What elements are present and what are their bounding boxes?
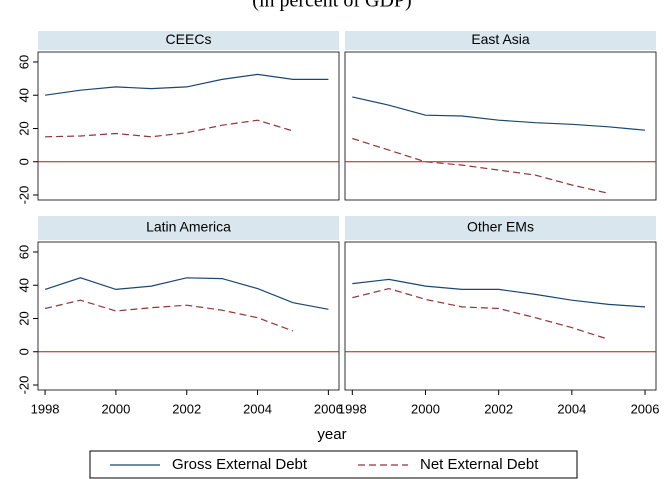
series-line — [352, 96, 646, 131]
y-tick-label: -20 — [16, 376, 31, 395]
plot-area — [37, 51, 340, 201]
y-tick-label: 60 — [16, 55, 31, 69]
panel-header — [38, 31, 339, 50]
panel-title: CEECs — [166, 31, 212, 47]
x-axis-label: year — [317, 426, 346, 443]
panel-header — [38, 216, 339, 240]
x-tick-label: 2000 — [101, 401, 130, 416]
x-tick-label: 2002 — [172, 401, 201, 416]
x-tick-label: 1998 — [31, 401, 60, 416]
y-tick-label: 60 — [16, 245, 31, 259]
panel-title: East Asia — [471, 31, 530, 47]
series-line — [45, 119, 294, 138]
plot-area — [344, 51, 657, 201]
legend-box — [89, 450, 578, 479]
series-line — [45, 73, 329, 96]
series-line — [352, 287, 609, 340]
legend-label: Net External Debt — [420, 456, 539, 473]
series-line — [44, 277, 329, 310]
y-tick-label: 40 — [16, 88, 31, 102]
panel-title: Other EMs — [467, 219, 534, 235]
x-tick-label: 1998 — [338, 401, 367, 416]
panel-title: Latin America — [146, 219, 231, 235]
x-tick-label: 2006 — [314, 401, 343, 416]
series-line — [352, 137, 609, 194]
y-tick-label: 20 — [16, 311, 31, 325]
series-line — [44, 299, 294, 332]
x-tick-label: 2002 — [484, 401, 513, 416]
panel-header — [345, 31, 656, 50]
x-tick-label: 2000 — [411, 401, 440, 416]
panel-header — [345, 216, 656, 240]
chart-subtitle: (in percent of GDP) — [252, 0, 411, 12]
y-tick-label: -20 — [16, 186, 31, 205]
x-tick-label: 2004 — [557, 401, 586, 416]
legend-label: Gross External Debt — [172, 456, 308, 473]
y-tick-label: 40 — [16, 278, 31, 292]
y-tick-label: 0 — [16, 158, 31, 165]
x-tick-label: 2004 — [243, 401, 272, 416]
series-line — [352, 278, 646, 308]
x-tick-label: 2006 — [631, 401, 660, 416]
y-tick-label: 0 — [16, 348, 31, 355]
plot-area — [344, 241, 657, 391]
plot-area — [37, 241, 340, 391]
y-tick-label: 20 — [16, 121, 31, 135]
